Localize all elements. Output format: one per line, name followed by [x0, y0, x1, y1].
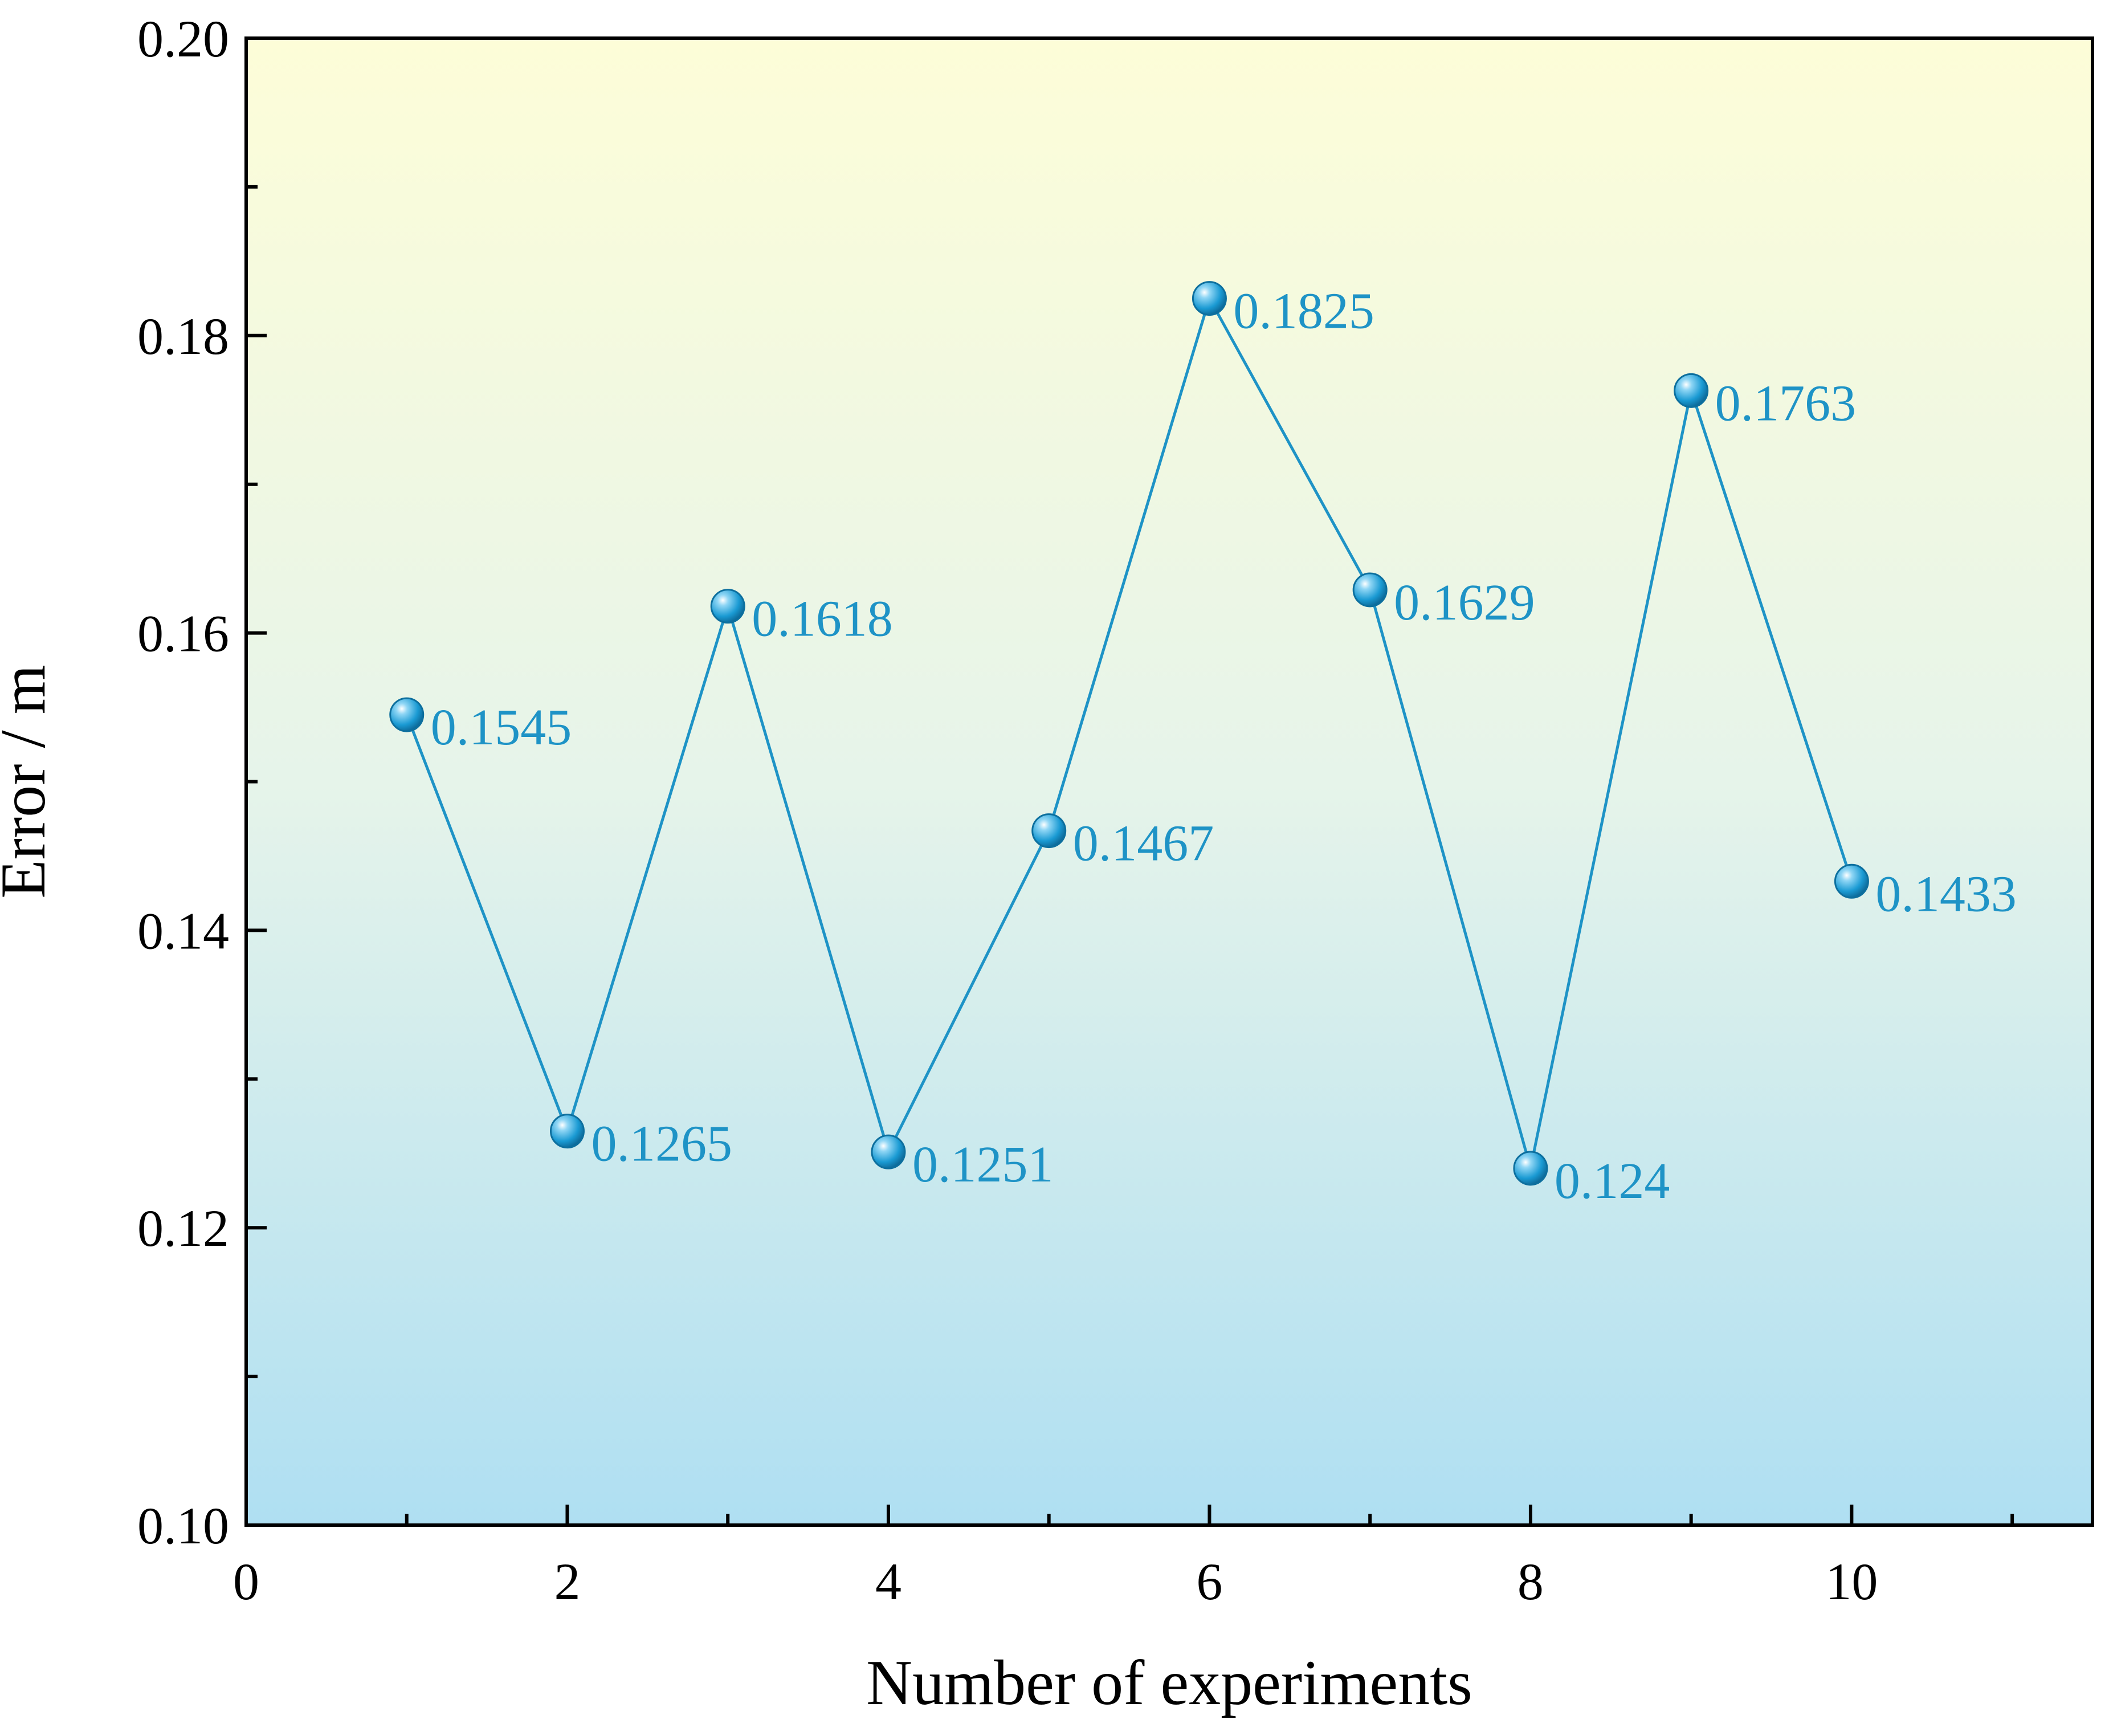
- x-tick-label: 8: [1517, 1552, 1544, 1611]
- x-tick-label: 2: [554, 1552, 580, 1611]
- y-tick-label: 0.10: [137, 1497, 229, 1555]
- data-point-marker: [1352, 572, 1388, 608]
- data-point-label: 0.1467: [1073, 816, 1214, 872]
- data-point-marker: [549, 1114, 585, 1149]
- y-tick-label: 0.20: [137, 10, 229, 68]
- data-point-label: 0.1629: [1394, 574, 1535, 631]
- data-point-label: 0.1251: [912, 1136, 1054, 1193]
- data-point-label: 0.1265: [591, 1116, 732, 1172]
- data-point-marker: [710, 589, 745, 624]
- data-point-marker: [871, 1134, 906, 1169]
- data-point-label: 0.1545: [431, 699, 572, 756]
- plot-background: [246, 38, 2092, 1525]
- y-tick-label: 0.14: [137, 902, 229, 960]
- data-point-marker: [1513, 1151, 1548, 1186]
- error-series-line: [405, 295, 1853, 1169]
- y-tick-label: 0.12: [137, 1199, 229, 1257]
- y-tick-label: 0.18: [137, 307, 229, 365]
- x-tick-label: 0: [233, 1552, 259, 1611]
- data-point-marker: [1192, 281, 1227, 316]
- data-point-label: 0.124: [1555, 1153, 1670, 1209]
- data-markers: [389, 281, 1869, 1186]
- y-tick-labels: 0.10 0.12 0.14 0.16 0.18 0.20: [137, 10, 229, 1555]
- data-point-marker: [1674, 373, 1709, 408]
- x-tick-label: 10: [1825, 1552, 1878, 1611]
- data-point-label: 0.1433: [1875, 866, 2017, 922]
- data-point-label: 0.1618: [752, 591, 893, 647]
- x-tick-labels: 0 2 4 6 8 10: [233, 1552, 1878, 1611]
- x-axis-title: Number of experiments: [866, 1648, 1472, 1718]
- data-point-marker: [1031, 813, 1067, 849]
- plot-frame: [244, 36, 2094, 1527]
- data-point-label: 0.1763: [1715, 375, 1857, 431]
- data-point-marker: [1834, 863, 1869, 899]
- y-tick-label: 0.16: [137, 605, 229, 663]
- data-point-marker: [389, 697, 425, 732]
- x-tick-label: 4: [875, 1552, 901, 1611]
- y-axis-title: Error / m: [0, 665, 59, 899]
- x-tick-label: 6: [1196, 1552, 1222, 1611]
- data-labels: 0.1545 0.1265 0.1618 0.1251 0.1467 0.1825 0.16…: [431, 283, 2017, 1209]
- data-point-label: 0.1825: [1233, 283, 1374, 340]
